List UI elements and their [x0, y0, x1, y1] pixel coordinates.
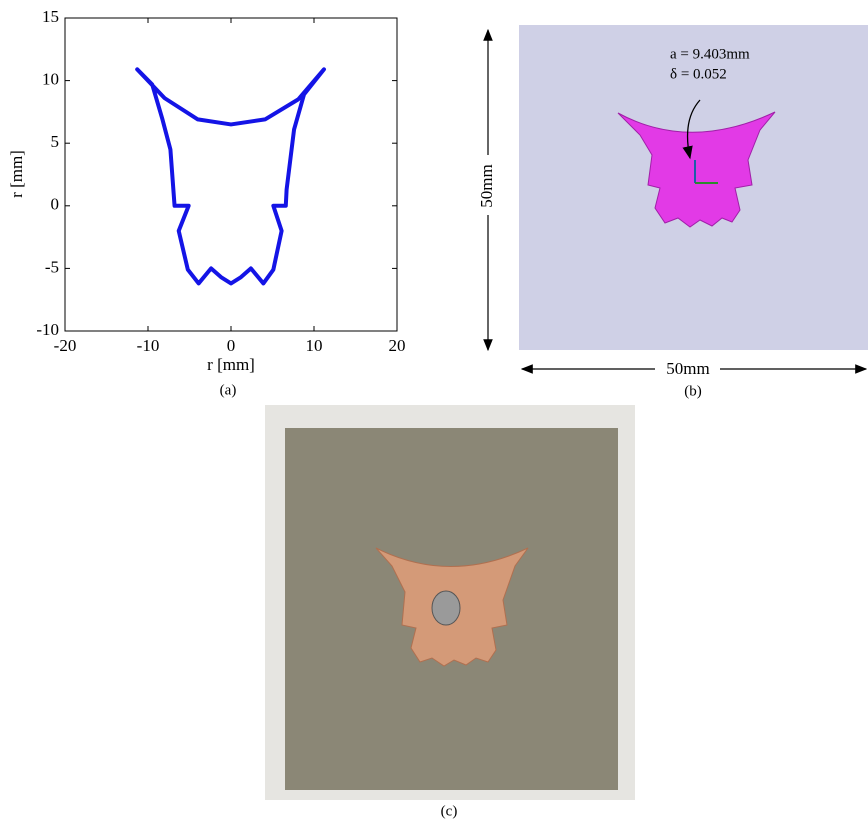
y-axis-label: r [mm] [7, 150, 26, 198]
caption: (a) [220, 382, 237, 398]
y-tick-label: 10 [42, 70, 59, 89]
annotation: δ = 0.052 [670, 66, 727, 82]
x-axis-label: r [mm] [207, 355, 255, 374]
x-tick-label: -10 [137, 336, 160, 355]
width-label: 50mm [666, 359, 709, 378]
y-tick-label: -5 [45, 257, 59, 276]
y-tick-label: 0 [51, 195, 60, 214]
annotation: a = 9.403mm [670, 46, 750, 62]
y-tick-label: 15 [42, 7, 59, 26]
y-tick-label: -10 [36, 320, 59, 339]
x-tick-label: 10 [306, 336, 323, 355]
x-tick-label: 20 [389, 336, 406, 355]
caption: (b) [684, 383, 702, 399]
height-label: 50mm [477, 164, 496, 207]
figure: r [mm] r [mm] (a) a = 9.403mm δ = 0.052 … [0, 0, 868, 824]
x-tick-label: 0 [227, 336, 236, 355]
y-tick-label: 5 [51, 132, 60, 151]
connector [432, 591, 460, 625]
data-line [137, 69, 324, 283]
caption: (c) [441, 803, 458, 819]
